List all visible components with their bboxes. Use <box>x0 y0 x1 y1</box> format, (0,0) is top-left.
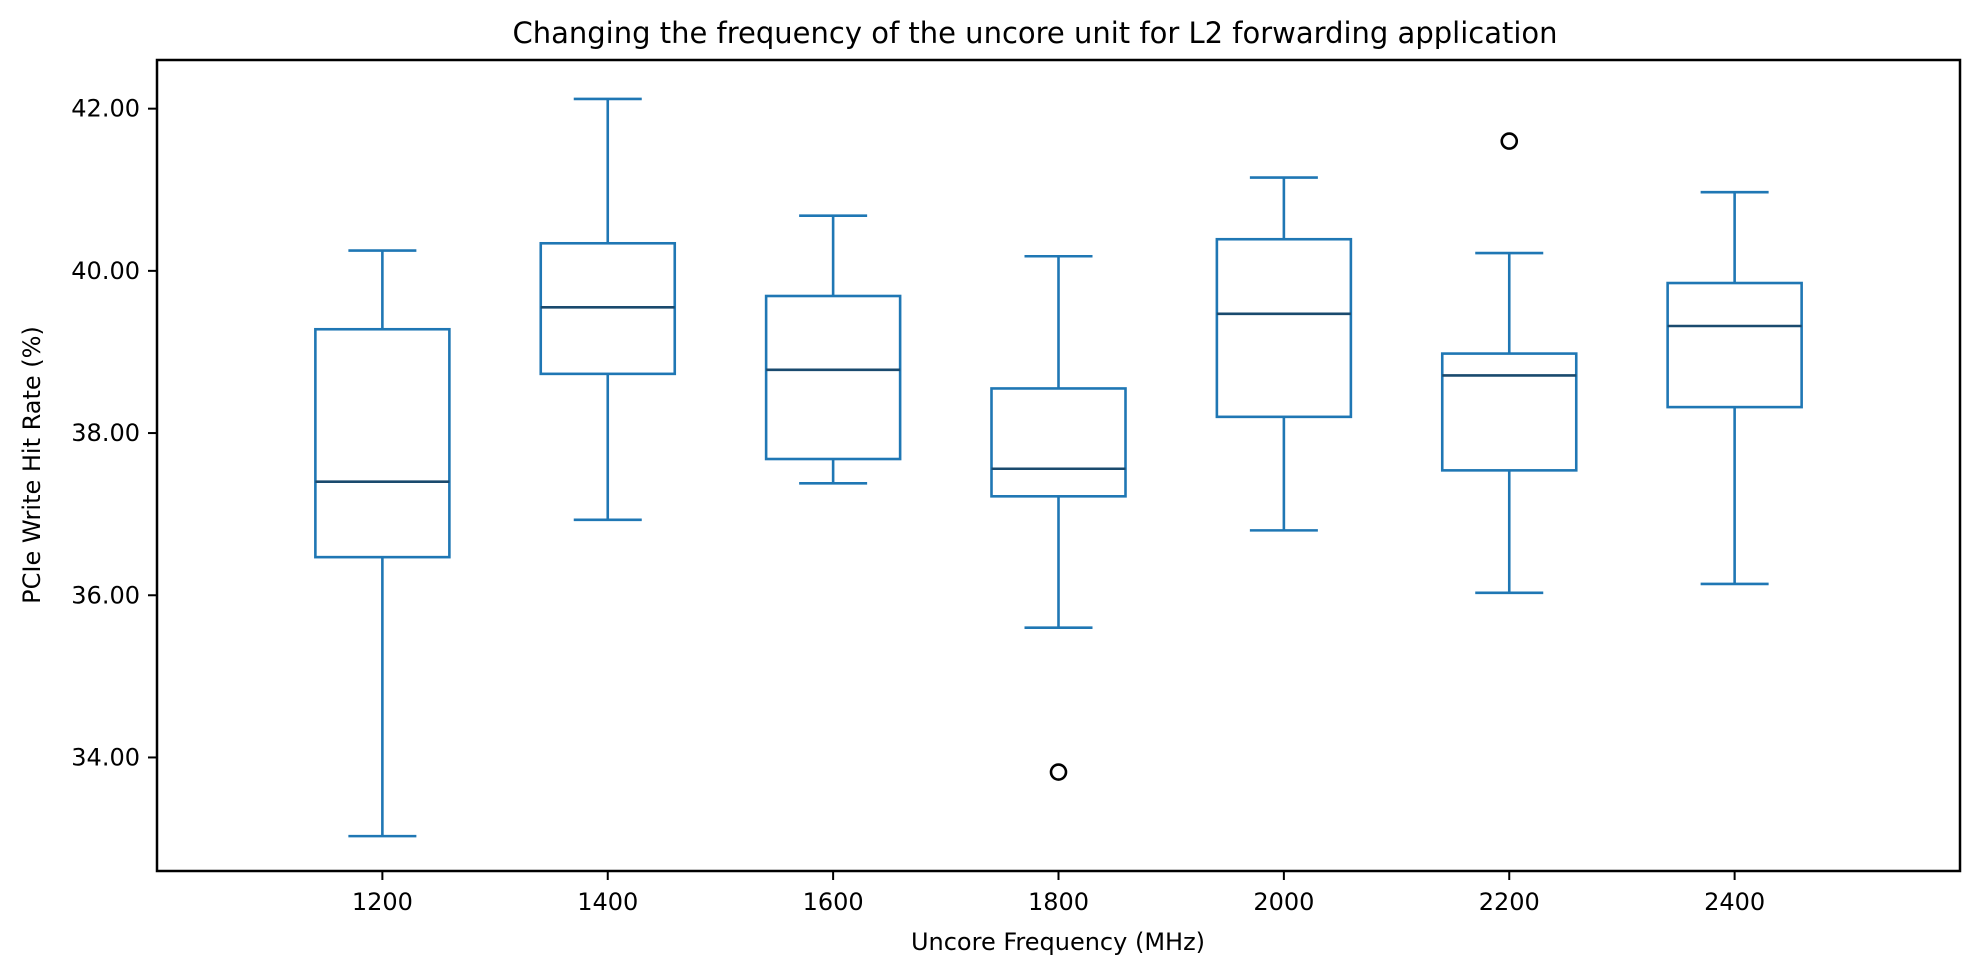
y-tick-label: 42.00 <box>71 95 140 123</box>
y-tick-label: 36.00 <box>71 581 140 609</box>
box-iqr <box>314 327 451 559</box>
x-tick-label: 2000 <box>1253 888 1314 916</box>
plot-frame <box>155 58 1962 873</box>
x-tick-label: 2200 <box>1479 888 1540 916</box>
x-axis-label: Uncore Frequency (MHz) <box>911 928 1205 956</box>
box-iqr <box>764 294 902 461</box>
box-iqr <box>990 387 1127 498</box>
box-iqr <box>1666 281 1803 409</box>
box-iqr <box>1440 352 1578 472</box>
x-tick-label: 1200 <box>352 888 413 916</box>
y-axis-label: PCIe Write Hit Rate (%) <box>18 326 46 604</box>
x-tick-label: 1400 <box>577 888 638 916</box>
y-tick-label: 40.00 <box>71 257 140 285</box>
y-tick-label: 38.00 <box>71 419 140 447</box>
x-tick-label: 1800 <box>1028 888 1089 916</box>
chart-title: Changing the frequency of the uncore uni… <box>512 16 1557 50</box>
box-iqr <box>1215 237 1353 419</box>
outlier-point <box>1049 763 1068 781</box>
x-tick-label: 2400 <box>1704 888 1765 916</box>
plot-area: 34.00 36.00 38.00 40.00 42.00 1200 1400 1600 180… <box>71 95 1803 916</box>
x-tick-label: 1600 <box>803 888 864 916</box>
outlier-point <box>1500 132 1519 150</box>
y-tick-label: 34.00 <box>71 743 140 771</box>
